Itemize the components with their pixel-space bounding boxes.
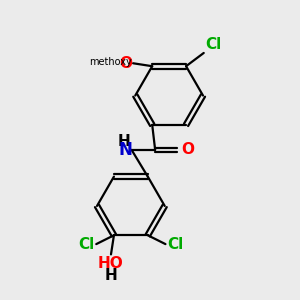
Text: methoxy: methoxy bbox=[90, 57, 132, 67]
Text: H: H bbox=[118, 134, 130, 149]
Text: Cl: Cl bbox=[167, 237, 183, 252]
Text: O: O bbox=[181, 142, 194, 158]
Text: HO: HO bbox=[98, 256, 124, 271]
Text: Cl: Cl bbox=[79, 237, 95, 252]
Text: O: O bbox=[119, 56, 132, 71]
Text: Cl: Cl bbox=[205, 37, 221, 52]
Text: H: H bbox=[105, 268, 117, 283]
Text: N: N bbox=[118, 141, 132, 159]
